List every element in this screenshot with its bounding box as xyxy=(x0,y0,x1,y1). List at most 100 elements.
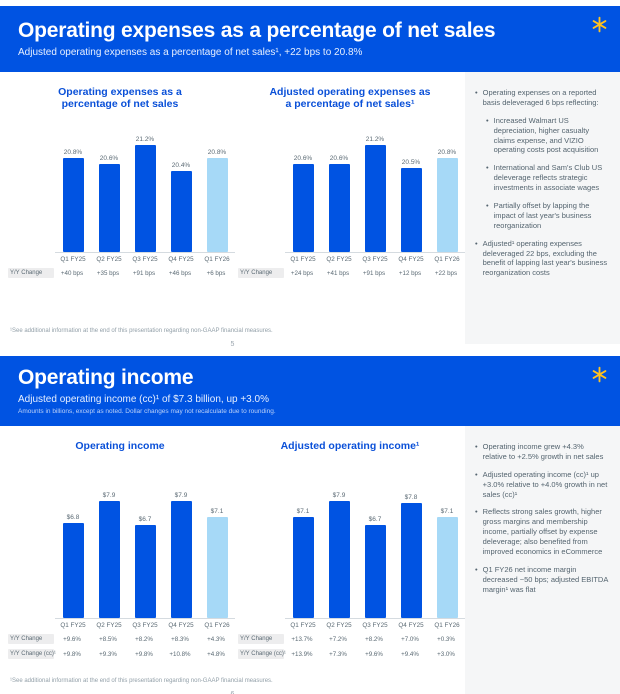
chart-operating-income: Operating income $6.8 $7.9 $6.7 $7.9 $7.1 Q1 F… xyxy=(5,426,235,694)
bar-value-label: 20.6% xyxy=(329,155,349,162)
bar-column: $6.8 xyxy=(55,514,91,618)
yy-change-value: +40 bps xyxy=(60,269,84,277)
bullet-item: • Operating expenses on a reported basis … xyxy=(475,88,608,108)
sub-bullet-list: • Increased Walmart US depreciation, high… xyxy=(486,116,608,231)
x-axis-label: Q2 FY25 xyxy=(96,256,122,263)
yy-change-row: Y/Y Change (cc)¹ +9.8% +9.3% +9.8% +10.8% +4.… xyxy=(5,649,235,659)
chart-title: Adjusted operating income¹ xyxy=(280,440,420,452)
yy-change-row: Y/Y Change +40 bps +35 bps +91 bps +46 bps +6… xyxy=(5,268,235,278)
bar-value-label: $7.8 xyxy=(404,494,418,501)
yy-change-value: +0.3% xyxy=(437,635,455,643)
sub-bullet-item: • International and Sam's Club US delever… xyxy=(486,163,608,193)
x-axis-label: Q1 FY26 xyxy=(434,622,460,629)
bar-column: 20.6% xyxy=(321,155,357,252)
yy-change-row: Y/Y Change +24 bps +41 bps +91 bps +12 bps +2… xyxy=(235,268,465,278)
bullet-item: • Adjusted operating income (cc)¹ up +3.0… xyxy=(475,470,608,500)
bar xyxy=(206,517,228,618)
bar-value-label: 20.8% xyxy=(63,149,83,156)
bar-column: 21.2% xyxy=(357,136,393,252)
bullet-text: Increased Walmart US depreciation, highe… xyxy=(493,115,599,155)
bar xyxy=(328,164,350,252)
yy-change-row-label: Y/Y Change xyxy=(8,268,54,278)
x-axis-label: Q4 FY25 xyxy=(398,256,424,263)
x-axis-label: Q1 FY25 xyxy=(60,256,86,263)
bar xyxy=(62,523,84,618)
yy-change-row: Y/Y Change +9.6% +8.5% +8.2% +8.3% +4.3% xyxy=(5,634,235,644)
yy-change-value: +8.5% xyxy=(99,635,117,643)
bar xyxy=(98,501,120,618)
charts-area: Operating expenses as a percentage of net… xyxy=(0,72,465,344)
bar-column: 20.8% xyxy=(199,149,235,252)
bullet-text: Q1 FY26 net income margin decreased ~50 … xyxy=(482,564,608,594)
x-axis-labels: Q1 FY25 Q2 FY25 Q3 FY25 Q4 FY25 Q1 FY26 xyxy=(55,253,235,263)
x-axis-labels: Q1 FY25 Q2 FY25 Q3 FY25 Q4 FY25 Q1 FY26 xyxy=(285,619,465,629)
yy-change-value: +8.2% xyxy=(365,635,383,643)
x-axis-label: Q1 FY25 xyxy=(60,622,86,629)
slide-title: Operating expenses as a percentage of ne… xyxy=(18,19,496,43)
yy-change-row: Y/Y Change +13.7% +7.2% +8.2% +7.0% +0.3% xyxy=(235,634,465,644)
chart-title: Adjusted operating expenses as a percenta… xyxy=(269,86,431,111)
slide-body: Operating expenses as a percentage of net… xyxy=(0,72,620,344)
chart-opex-reported: Operating expenses as a percentage of net… xyxy=(5,72,235,344)
bullet-text: Reflects strong sales growth, higher gro… xyxy=(482,507,603,557)
bullet-list: • Operating income grew +4.3% relative to… xyxy=(475,442,608,595)
bullet-marker: • xyxy=(475,88,478,97)
yy-change-value: +13.9% xyxy=(291,650,313,658)
x-axis-label: Q1 FY26 xyxy=(204,256,230,263)
bullet-text: Operating income grew +4.3% relative to … xyxy=(482,442,604,461)
bullet-item: • Operating income grew +4.3% relative to… xyxy=(475,442,608,462)
yy-change-row-label: Y/Y Change (cc)¹ xyxy=(8,649,56,659)
bar-value-label: 20.6% xyxy=(293,155,313,162)
slide-title: Operating income xyxy=(18,366,194,390)
bar-column: 20.6% xyxy=(285,155,321,252)
yy-change-value: +4.8% xyxy=(207,650,225,658)
bullet-item: • Adjusted¹ operating expenses deleverage… xyxy=(475,239,608,279)
bar-value-label: $6.7 xyxy=(368,516,382,523)
yy-change-value: +3.0% xyxy=(437,650,455,658)
bullet-marker: • xyxy=(486,163,489,173)
walmart-spark-icon xyxy=(591,16,608,33)
bullet-marker: • xyxy=(475,564,478,574)
bullet-list: • Operating expenses on a reported basis … xyxy=(475,88,608,108)
bar-column: $7.9 xyxy=(91,492,127,618)
yy-change-value: +12 bps xyxy=(398,269,422,277)
slide-body: Operating income $6.8 $7.9 $6.7 $7.9 $7.1 Q1 F… xyxy=(0,426,620,694)
sub-bullet-item: • Increased Walmart US depreciation, high… xyxy=(486,116,608,156)
bar-column: $7.9 xyxy=(321,492,357,618)
bar xyxy=(364,525,386,618)
plot-area: $7.1 $7.9 $6.7 $7.8 $7.1 xyxy=(285,471,465,619)
bar xyxy=(400,503,422,618)
bar-value-label: 20.5% xyxy=(401,159,421,166)
bar-value-label: $7.1 xyxy=(440,508,454,515)
bar-column: 21.2% xyxy=(127,136,163,252)
bar-value-label: $6.7 xyxy=(138,516,152,523)
plot-area: 20.6% 20.6% 21.2% 20.5% 20.8% xyxy=(285,117,465,253)
yy-change-value: +22 bps xyxy=(434,269,458,277)
yy-change-value: +7.2% xyxy=(329,635,347,643)
chart-adjusted-operating-income: Adjusted operating income¹ $7.1 $7.9 $6.7 $7… xyxy=(235,426,465,694)
slide-header: Operating expenses as a percentage of ne… xyxy=(0,6,620,72)
bar-value-label: $7.1 xyxy=(296,508,310,515)
x-axis-label: Q3 FY25 xyxy=(362,256,388,263)
bar xyxy=(206,158,228,252)
chart-title: Operating expenses as a percentage of net… xyxy=(58,86,182,111)
yy-change-row: Y/Y Change (cc)¹ +13.9% +7.3% +9.6% +9.4% +3.… xyxy=(235,649,465,659)
x-axis-label: Q3 FY25 xyxy=(132,622,158,629)
bar xyxy=(98,164,120,252)
bar-column: $6.7 xyxy=(357,516,393,618)
x-axis-label: Q1 FY25 xyxy=(290,622,316,629)
bullet-marker: • xyxy=(475,507,478,517)
yy-change-value: +8.3% xyxy=(171,635,189,643)
bar xyxy=(400,168,422,252)
bar-value-label: 20.8% xyxy=(207,149,227,156)
bullet-marker: • xyxy=(475,469,478,479)
bar-value-label: 20.4% xyxy=(171,162,191,169)
yy-change-value: +46 bps xyxy=(168,269,192,277)
footnote: ¹See additional information at the end o… xyxy=(10,678,273,684)
chart-opex-adjusted: Adjusted operating expenses as a percenta… xyxy=(235,72,465,344)
bar-column: 20.6% xyxy=(91,155,127,252)
bullet-text: International and Sam's Club US delevera… xyxy=(493,163,603,193)
bar-value-label: $7.9 xyxy=(332,492,346,499)
yy-change-value: +41 bps xyxy=(326,269,350,277)
yy-change-value: +9.4% xyxy=(401,650,419,658)
